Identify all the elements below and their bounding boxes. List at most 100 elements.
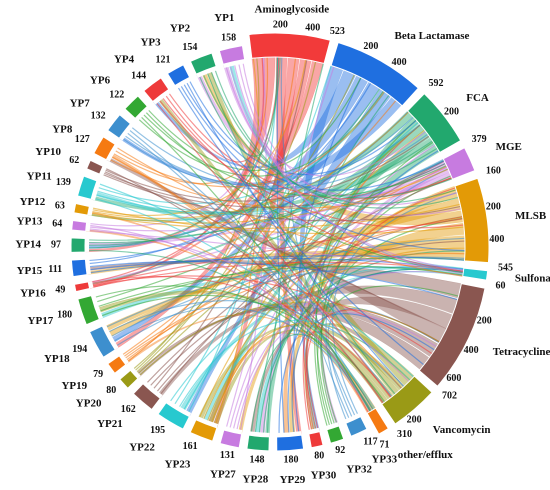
arc-inner-band-yp21 (143, 380, 163, 399)
strand-yp22-1 (181, 121, 419, 414)
tick-label-mlsb-200: 200 (486, 202, 501, 213)
arc-yp7 (106, 113, 132, 140)
total-label-yp2: 154 (182, 42, 197, 53)
arc-inner-band-yp23 (195, 416, 219, 428)
strand-yp6-2 (140, 111, 447, 197)
strand-yp15-3 (85, 82, 372, 265)
tick-label-beta-lactamase-200: 200 (363, 41, 378, 52)
strand-yp12-0 (87, 203, 461, 230)
strand-yp23-1 (209, 247, 465, 426)
strand-yp12-1 (88, 168, 449, 224)
strand-yp3-3 (184, 79, 405, 387)
group-label-yp30: YP30 (311, 469, 337, 481)
total-label-yp12: 63 (55, 201, 65, 212)
strand-yp19-4 (119, 100, 397, 358)
total-label-vancomycin: 310 (397, 429, 412, 440)
group-label-yp16: YP16 (20, 288, 46, 300)
group-label-yp14: YP14 (15, 238, 41, 250)
group-label-yp1: YP1 (214, 12, 234, 24)
arc-inner-band-yp13 (85, 222, 91, 232)
strand-yp4-3 (163, 57, 265, 163)
tick-label-tetracycline-400: 400 (464, 345, 479, 356)
arc-inner-band-yp27 (223, 426, 243, 435)
strand-yp13-1 (85, 227, 410, 383)
arc-inner-band-yp16 (88, 281, 94, 289)
arc-mge (442, 147, 476, 180)
total-label-yp10: 62 (69, 155, 79, 166)
strand-yp4-0 (153, 99, 392, 399)
total-label-yp7: 132 (91, 111, 106, 122)
strand-yp7-1 (122, 116, 414, 188)
total-label-yp1: 158 (221, 32, 236, 43)
arc-yp13 (71, 219, 88, 232)
group-label-yp18: YP18 (44, 353, 70, 365)
arc-inner-band-yp28 (248, 431, 270, 437)
group-label-beta-lactamase: Beta Lactamase (395, 30, 470, 42)
total-label-yp29: 180 (283, 455, 298, 466)
group-label-sulfonamide: Sulfonamide (515, 273, 550, 285)
arc-yp12 (73, 202, 90, 216)
arc-yp15 (70, 258, 88, 278)
total-label-yp28: 148 (250, 455, 265, 466)
total-label-yp17: 180 (57, 310, 72, 321)
arc-inner-band-yp32 (325, 422, 340, 430)
strand-yp16-3 (88, 275, 392, 398)
arc-tetracycline (418, 283, 486, 387)
strand-yp12-4 (89, 206, 465, 235)
tick-label-vancomycin-200: 200 (407, 414, 422, 425)
strand-yp32-1 (320, 217, 463, 428)
arc-inner-band-yp20 (130, 367, 141, 379)
arc-inner-band-yp11 (91, 180, 101, 201)
tick-label-aminoglycoside-200: 200 (273, 19, 288, 30)
total-label-yp32: 92 (335, 445, 345, 456)
arc-inner-band-yp33 (344, 413, 361, 424)
arc-beta-lactamase (330, 41, 420, 107)
arc-inner-band-yp18 (102, 324, 119, 350)
strand-yp8-1 (108, 154, 403, 389)
total-label-yp14: 97 (51, 239, 61, 250)
tick-label-tetracycline-200: 200 (477, 315, 492, 326)
total-label-yp23: 161 (183, 441, 198, 452)
strand-yp7-4 (128, 124, 429, 190)
tick-label-beta-lactamase-400: 400 (392, 57, 407, 68)
strand-yp4-2 (160, 94, 464, 272)
total-label-yp13: 64 (52, 218, 62, 229)
strand-yp2-2 (205, 69, 396, 395)
strand-yp18-0 (113, 266, 464, 348)
group-label-yp15: YP15 (17, 265, 43, 277)
strand-yp11-0 (91, 196, 376, 410)
arc-aminoglycoside (248, 32, 331, 65)
strand-yp8-2 (110, 57, 269, 185)
arc-inner-band-yp29 (276, 431, 302, 437)
group-label-yp29: YP29 (280, 474, 306, 486)
total-label-yp6: 122 (109, 89, 124, 100)
strand-yp14-4 (85, 147, 438, 241)
arc-inner-band-yp4 (152, 89, 172, 105)
strand-yp29-1 (291, 313, 435, 437)
strand-yp32-0 (320, 175, 452, 427)
group-label-yp22: YP22 (129, 441, 155, 453)
group-label-yp33: YP33 (371, 454, 397, 466)
group-label-yp20: YP20 (76, 398, 102, 410)
arc-inner-band-yp3 (174, 77, 192, 89)
group-label-yp23: YP23 (165, 459, 191, 471)
strand-yp6-0 (135, 90, 384, 177)
arc-yp21 (132, 383, 161, 411)
strand-yp32-3 (317, 285, 459, 429)
arc-inner-band-yp19 (119, 353, 129, 365)
strand-yp20-2 (133, 61, 317, 375)
total-label-yp30: 80 (314, 451, 324, 462)
group-label-other-efflux: other/efflux (398, 449, 453, 461)
arc-inner-band-yp15 (85, 259, 91, 275)
group-label-yp32: YP32 (346, 463, 372, 475)
tick-label-aminoglycoside-400: 400 (305, 23, 320, 34)
total-label-yp15: 111 (48, 264, 62, 275)
arc-inner-band-yp22 (166, 399, 192, 417)
arc-yp14 (70, 237, 86, 253)
total-label-yp33: 117 (363, 436, 377, 447)
strand-yp27-1 (235, 311, 438, 434)
group-label-mlsb: MLSB (515, 210, 547, 222)
group-label-mge: MGE (496, 141, 522, 153)
tick-label-fca-200: 200 (444, 107, 459, 118)
